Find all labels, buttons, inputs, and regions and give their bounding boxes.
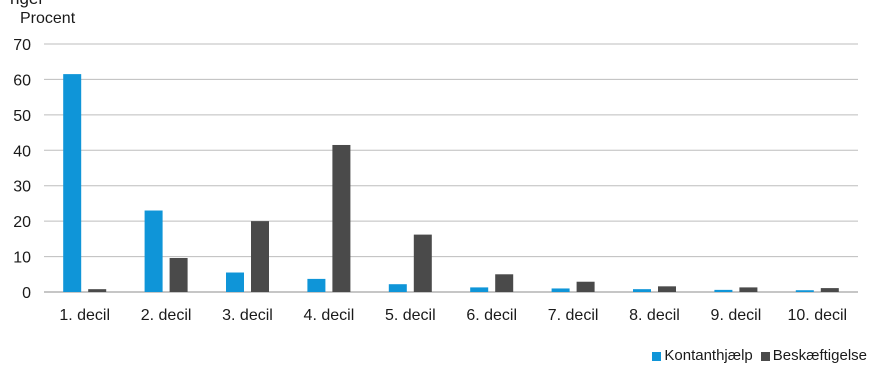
y-tick-label: 0 xyxy=(22,285,31,302)
bar-kontanthjaelp xyxy=(470,287,489,292)
legend-swatch-beskaeftigelse xyxy=(760,351,770,361)
bar-beskaeftigelse xyxy=(413,234,432,292)
x-tick-label: 1. decil xyxy=(59,307,110,324)
chart-title-fragment: nger xyxy=(10,0,44,9)
x-tick-label: 9. decil xyxy=(711,307,762,324)
bar-beskaeftigelse xyxy=(739,287,758,292)
bar-beskaeftigelse xyxy=(495,274,514,292)
bar-kontanthjaelp xyxy=(714,289,733,292)
y-tick-label: 20 xyxy=(13,214,31,231)
chart-legend: Kontanthjælp Beskæftigelse xyxy=(652,347,867,365)
y-tick-label: 50 xyxy=(13,108,31,125)
bar-kontanthjaelp xyxy=(633,289,651,292)
y-tick-label: 40 xyxy=(13,143,31,160)
legend-item-kontanthjaelp: Kontanthjælp xyxy=(652,347,753,365)
x-tick-label: 8. decil xyxy=(629,307,680,324)
bar-beskaeftigelse xyxy=(251,221,269,292)
bar-kontanthjaelp xyxy=(307,278,326,292)
x-tick-label: 5. decil xyxy=(385,307,436,324)
bar-kontanthjaelp xyxy=(144,210,163,292)
bar-beskaeftigelse xyxy=(658,286,676,292)
x-tick-label: 3. decil xyxy=(222,307,273,324)
x-tick-label: 2. decil xyxy=(141,307,192,324)
y-tick-label: 70 xyxy=(13,37,31,54)
bar-beskaeftigelse xyxy=(169,257,188,292)
legend-item-beskaeftigelse: Beskæftigelse xyxy=(760,347,867,365)
bar-kontanthjaelp xyxy=(388,284,407,292)
bar-kontanthjaelp xyxy=(226,272,244,292)
bar-beskaeftigelse xyxy=(332,144,351,292)
bar-kontanthjaelp xyxy=(551,288,570,292)
legend-swatch-kontanthjaelp xyxy=(652,351,662,361)
x-tick-label: 7. decil xyxy=(548,307,599,324)
bar-kontanthjaelp xyxy=(63,74,82,292)
bar-beskaeftigelse xyxy=(576,281,595,292)
y-tick-label: 30 xyxy=(13,179,31,196)
legend-label-kontanthjaelp: Kontanthjælp xyxy=(664,347,753,364)
y-axis-unit-label: Procent xyxy=(20,10,76,27)
legend-label-beskaeftigelse: Beskæftigelse xyxy=(772,347,867,364)
x-tick-label: 10. decil xyxy=(788,307,848,324)
bar-kontanthjaelp xyxy=(795,290,814,292)
bar-beskaeftigelse xyxy=(820,288,839,292)
bar-beskaeftigelse xyxy=(88,289,107,292)
y-tick-label: 10 xyxy=(13,250,31,267)
x-tick-label: 6. decil xyxy=(466,307,517,324)
y-tick-label: 60 xyxy=(13,72,31,89)
x-tick-label: 4. decil xyxy=(304,307,355,324)
